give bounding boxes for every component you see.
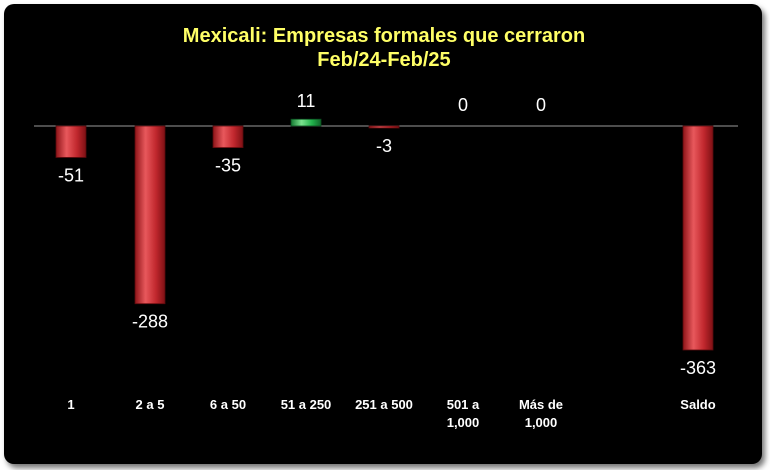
value-label-6: 0 [536,95,546,115]
value-label-1: -288 [132,312,168,332]
category-label-5-line-1: 1,000 [447,415,480,430]
bar-2 [212,125,244,148]
category-label-7: Saldo [680,397,715,412]
category-label-3: 51 a 250 [281,397,332,412]
bar-1 [134,125,166,305]
value-labels-group: -51 -288 -35 11 -3 0 0 -363 [58,91,716,378]
bar-4 [368,125,400,129]
value-label-4: -3 [376,136,392,156]
chart-title: Mexicali: Empresas formales que cerraron [183,25,585,47]
bar-7 [682,125,714,351]
category-label-2: 6 a 50 [210,397,246,412]
category-label-6-line-0: Más de [519,397,563,412]
bar-chart: Mexicali: Empresas formales que cerraron… [34,25,738,430]
category-label-1: 2 a 5 [136,397,165,412]
category-label-0: 1 [67,397,74,412]
category-labels-group: 1 2 a 5 6 a 50 51 a 250 251 a 500 501 a 1,000 M… [67,397,715,430]
value-label-7: -363 [680,358,716,378]
category-label-5-line-0: 501 a [447,397,480,412]
category-label-6-line-1: 1,000 [525,415,558,430]
bars-group [55,118,714,351]
value-label-2: -35 [215,156,241,176]
bar-0 [55,125,87,158]
value-label-0: -51 [58,165,84,185]
value-label-5: 0 [458,95,468,115]
category-label-4: 251 a 500 [355,397,413,412]
value-label-3: 11 [297,91,316,111]
chart-subtitle: Feb/24-Feb/25 [317,49,450,71]
bar-3 [290,118,322,127]
chart-frame: Mexicali: Empresas formales que cerraron… [4,4,762,464]
